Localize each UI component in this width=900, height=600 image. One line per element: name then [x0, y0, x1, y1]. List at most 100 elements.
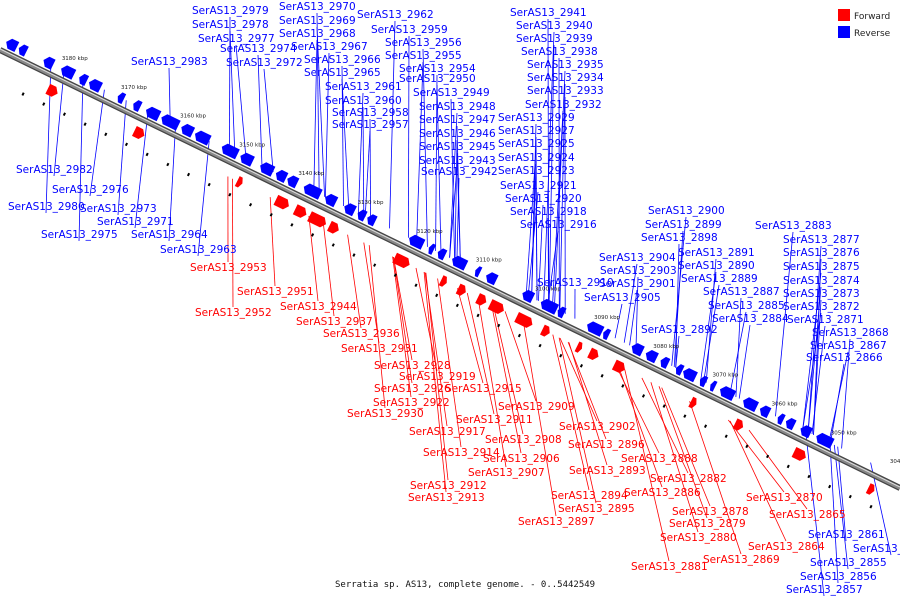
feature-tick — [517, 333, 521, 338]
leader-line — [833, 444, 849, 570]
forward-gene-label: SerAS13_2926 — [374, 383, 451, 395]
reverse-gene-label: SerAS13_2854 — [853, 543, 900, 555]
leader-line — [802, 312, 822, 430]
forward-gene-label: SerAS13_2915 — [445, 383, 522, 395]
reverse-gene-arrow — [275, 169, 289, 183]
reverse-gene-arrow — [133, 100, 143, 112]
forward-gene-label: SerAS13_2937 — [296, 316, 373, 328]
reverse-gene-arrow — [344, 203, 357, 217]
leader-line — [407, 35, 410, 238]
reverse-gene-label: SerAS13_2940 — [516, 20, 593, 32]
reverse-gene-label: SerAS13_2876 — [783, 247, 860, 259]
feature-tick — [621, 384, 625, 388]
reverse-gene-label: SerAS13_2966 — [304, 54, 381, 66]
reverse-gene-arrow — [699, 375, 709, 388]
feature-tick — [828, 484, 832, 489]
leader-line — [807, 286, 822, 433]
leader-line — [415, 267, 438, 372]
leader-line — [829, 442, 839, 584]
forward-gene-label: SerAS13_2919 — [399, 371, 476, 383]
feature-tick — [352, 253, 356, 257]
leader-line — [559, 337, 598, 422]
leader-line — [807, 245, 822, 433]
forward-gene-label: SerAS13_2913 — [408, 492, 485, 504]
leader-line — [558, 337, 597, 504]
kbp-tick-label: 3060 kbp — [772, 401, 798, 407]
forward-gene-label: SerAS13_2930 — [347, 408, 424, 420]
kbp-tick-label: 3070 kbp — [712, 373, 738, 379]
feature-tick — [104, 132, 108, 137]
feature-tick — [21, 92, 25, 96]
reverse-gene-arrow — [540, 298, 559, 315]
reverse-gene-arrow — [631, 343, 645, 357]
reverse-gene-arrow — [117, 92, 127, 105]
feature-tick — [145, 152, 149, 157]
feature-tick — [166, 162, 170, 167]
leader-line — [456, 152, 461, 263]
feature-tick — [228, 192, 232, 197]
forward-gene-label: SerAS13_2882 — [650, 473, 727, 485]
legend-reverse-swatch — [838, 26, 850, 38]
leader-line — [389, 20, 396, 229]
reverse-gene-label: SerAS13_2969 — [279, 15, 356, 27]
reverse-gene-label: SerAS13_2947 — [419, 114, 496, 126]
reverse-gene-label: SerAS13_2973 — [80, 203, 157, 215]
kbp-tick-label: 3100 kbp — [535, 286, 561, 292]
reverse-gene-label: SerAS13_2957 — [332, 119, 409, 131]
reverse-gene-arrow — [260, 162, 276, 177]
leader-line — [748, 429, 808, 510]
reverse-gene-label: SerAS13_2963 — [160, 244, 237, 256]
forward-gene-label: SerAS13_2907 — [468, 467, 545, 479]
forward-gene-arrow — [455, 283, 466, 296]
reverse-gene-arrow — [683, 368, 698, 383]
reverse-gene-label: SerAS13_2890 — [678, 260, 755, 272]
reverse-gene-label: SerAS13_2901 — [599, 278, 676, 290]
leader-line — [134, 110, 149, 229]
reverse-gene-arrow — [676, 364, 685, 376]
reverse-gene-label: SerAS13_2904 — [599, 252, 676, 264]
leader-line — [811, 325, 826, 435]
leader-line — [504, 311, 537, 402]
reverse-gene-label: SerAS13_2910 — [537, 277, 614, 289]
legend-forward-swatch — [838, 9, 850, 21]
reverse-gene-arrow — [6, 38, 20, 52]
leader-line — [454, 139, 458, 261]
reverse-gene-arrow — [660, 356, 671, 369]
feature-tick — [62, 112, 66, 116]
feature-tick — [497, 323, 501, 328]
forward-gene-label: SerAS13_2894 — [551, 490, 628, 502]
reverse-gene-label: SerAS13_2950 — [399, 73, 476, 85]
forward-gene-label: SerAS13_2888 — [621, 453, 698, 465]
leader-line — [623, 263, 638, 343]
reverse-gene-label: SerAS13_2921 — [500, 180, 577, 192]
reverse-gene-arrow — [146, 106, 162, 122]
reverse-gene-label: SerAS13_2942 — [421, 166, 498, 178]
leader-line — [547, 230, 559, 306]
leader-line — [457, 288, 484, 384]
leader-line — [661, 387, 711, 507]
leader-line — [775, 231, 794, 417]
leader-line — [269, 197, 276, 287]
reverse-gene-label: SerAS13_2873 — [783, 288, 860, 300]
legend: Forward Reverse — [838, 9, 891, 39]
leader-line — [435, 74, 438, 251]
feature-tick — [207, 182, 211, 187]
forward-gene-arrow — [540, 324, 550, 337]
reverse-gene-arrow — [474, 266, 483, 278]
reverse-gene-label: SerAS13_2945 — [419, 141, 496, 153]
forward-gene-label: SerAS13_2911 — [456, 414, 533, 426]
leader-line — [229, 30, 236, 154]
leader-line — [543, 31, 555, 304]
kbp-tick-label: 3150 kbp — [239, 142, 265, 148]
reverse-gene-arrow — [587, 321, 605, 337]
forward-gene-label: SerAS13_2879 — [669, 518, 746, 530]
kbp-tick-label: 3130 kbp — [358, 200, 384, 206]
feature-tick — [579, 363, 583, 368]
leader-line — [567, 341, 607, 440]
reverse-gene-label: SerAS13_2868 — [812, 327, 889, 339]
reverse-gene-label: SerAS13_2867 — [810, 340, 887, 352]
kbp-tick-label: 3180 kbp — [62, 56, 88, 62]
reverse-gene-arrow — [43, 56, 56, 70]
forward-gene-arrow — [307, 211, 326, 228]
reverse-gene-label: SerAS13_2938 — [521, 46, 598, 58]
